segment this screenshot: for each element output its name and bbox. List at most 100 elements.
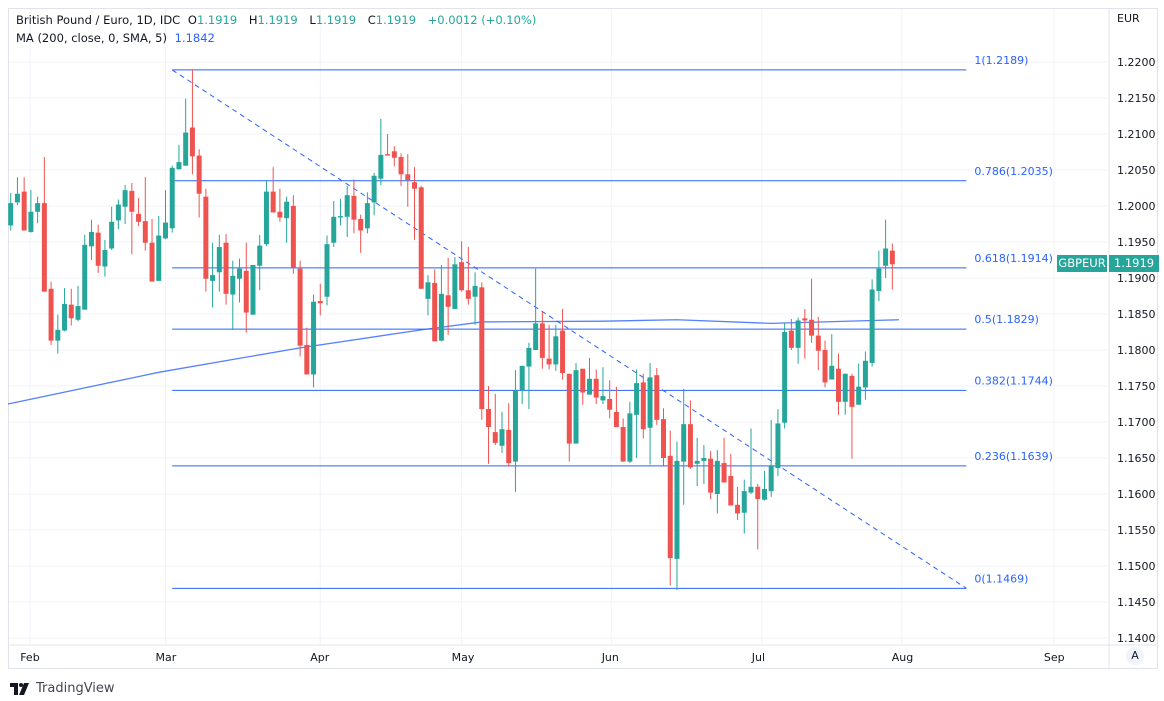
candle-body <box>499 429 505 446</box>
candle-up <box>876 250 882 302</box>
candle-body <box>795 320 801 348</box>
candle-down <box>735 486 741 520</box>
candle-up <box>263 180 269 247</box>
price-axis[interactable]: 1.2200 1.2150 1.2100 1.2050 1.2000 1.1950 1.19… <box>1117 56 1156 645</box>
candle-down <box>661 408 667 467</box>
candle-body <box>432 283 438 342</box>
candle-up <box>869 279 875 367</box>
candle-up <box>109 206 115 250</box>
candle-up <box>533 268 539 350</box>
candle-body <box>41 203 47 292</box>
candle-body <box>889 250 895 265</box>
candle-body <box>661 419 667 458</box>
candle-body <box>162 222 168 239</box>
candle-down <box>445 257 451 335</box>
candle-body <box>8 203 14 226</box>
candle-body <box>566 373 572 444</box>
candle-body <box>257 245 263 266</box>
candle-body <box>748 486 754 493</box>
price-tick-label: 1.1400 <box>1117 632 1156 645</box>
close-label: C <box>367 13 376 27</box>
candles <box>8 69 895 590</box>
candle-body <box>418 187 424 289</box>
candle-down <box>486 386 492 464</box>
candle-down <box>196 149 202 218</box>
ma-legend[interactable]: MA (200, close, 0, SMA, 5) 1.1842 <box>16 31 219 45</box>
candle-down <box>613 386 619 428</box>
candle-down <box>593 369 599 404</box>
tradingview-logo[interactable]: TradingView <box>10 681 115 696</box>
symbol-title[interactable]: British Pound / Euro, 1D, IDC <box>16 13 181 27</box>
time-axis[interactable]: Feb Mar Apr May Jun Jul Aug Sep <box>20 651 1064 664</box>
candle-down <box>687 400 693 469</box>
candle-down <box>755 483 761 550</box>
candle-body <box>674 460 680 559</box>
candle-body <box>862 360 868 388</box>
candle-body <box>102 249 108 267</box>
candle-down <box>465 247 471 305</box>
candle-down <box>607 380 613 419</box>
candle-body <box>526 347 532 367</box>
price-tick-label: 1.1450 <box>1117 596 1156 609</box>
candle-up <box>102 239 108 277</box>
grid <box>9 9 1108 644</box>
candle-body <box>385 154 391 156</box>
candle-body <box>701 458 707 461</box>
candle-up <box>324 235 330 306</box>
candle-body <box>721 463 727 483</box>
candle-body <box>344 195 350 217</box>
candle-up <box>311 294 317 388</box>
candle-down <box>708 450 714 500</box>
candle-down <box>391 146 397 167</box>
candle-up <box>35 196 41 224</box>
price-tick-label: 1.1550 <box>1117 524 1156 537</box>
candle-down <box>566 373 572 462</box>
time-tick-label: Jun <box>601 651 619 664</box>
candle-body <box>856 386 862 405</box>
candle-down <box>203 188 209 292</box>
candle-down <box>835 353 841 415</box>
candle-up <box>694 437 700 487</box>
candle-down <box>728 453 734 506</box>
candle-body <box>479 287 485 410</box>
tradingview-logo-icon <box>10 682 29 695</box>
candle-up <box>344 185 350 237</box>
candle-body <box>115 204 121 221</box>
candle-body <box>459 262 465 291</box>
candle-down <box>822 340 828 388</box>
candle-body <box>788 330 794 348</box>
candle-body <box>869 289 875 363</box>
candle-body <box>28 211 34 232</box>
candle-up <box>472 272 478 325</box>
candle-body <box>358 218 364 231</box>
candle-up <box>526 342 532 410</box>
candle-down <box>41 157 47 292</box>
price-tick-label: 1.1800 <box>1117 344 1156 357</box>
candle-body <box>48 288 54 341</box>
ma-label: MA (200, close, 0, SMA, 5) <box>16 31 167 45</box>
candle-up <box>452 257 458 309</box>
candle-body <box>809 319 815 336</box>
candle-body <box>768 465 774 492</box>
candle-body <box>317 301 323 304</box>
candle-down <box>546 324 552 370</box>
candle-up <box>75 285 81 322</box>
candle-up <box>768 419 774 497</box>
low-label: L <box>309 13 316 27</box>
candle-body <box>21 191 27 231</box>
candle-body <box>405 174 411 181</box>
candle-body <box>129 190 135 212</box>
candle-up <box>512 370 518 492</box>
candle-up <box>257 234 263 291</box>
candle-body <box>337 216 343 218</box>
candle-up <box>701 445 707 484</box>
candle-up <box>647 362 653 465</box>
candle-body <box>391 151 397 158</box>
candle-down <box>95 224 101 273</box>
price-tick-label: 1.2050 <box>1117 164 1156 177</box>
candle-up <box>82 234 88 310</box>
candle-up <box>14 177 20 206</box>
auto-scale-button[interactable]: A <box>1126 647 1144 665</box>
candle-down <box>297 260 303 357</box>
